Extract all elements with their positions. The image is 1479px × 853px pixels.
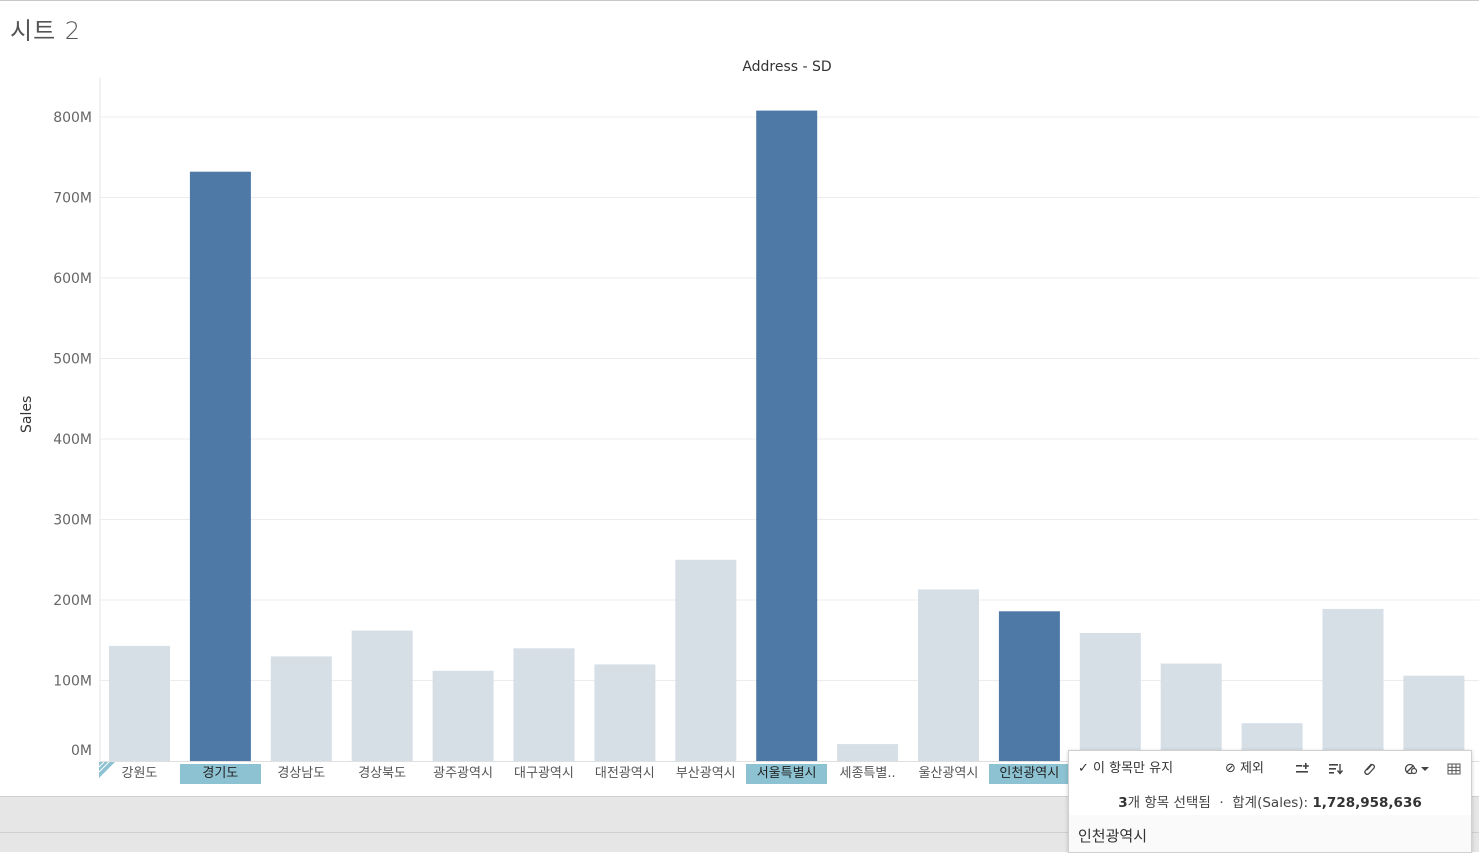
- x-tick-label[interactable]: 서울특별시: [746, 764, 828, 784]
- bar[interactable]: [1322, 608, 1384, 761]
- y-tick-label: 300M: [53, 513, 92, 529]
- bar[interactable]: [109, 645, 170, 761]
- bar[interactable]: [513, 648, 575, 761]
- bar[interactable]: [1160, 663, 1222, 761]
- tooltip-footer: [1069, 815, 1471, 852]
- selection-corner-icon: [99, 762, 115, 778]
- sort-icon[interactable]: [1327, 761, 1345, 777]
- dropdown-caret-icon[interactable]: [1420, 761, 1430, 777]
- column-header-title: Address - SD: [742, 59, 832, 75]
- bar[interactable]: [756, 110, 818, 762]
- sum-label: 합계(Sales):: [1232, 795, 1309, 811]
- view-data-icon[interactable]: [1445, 761, 1463, 777]
- bar[interactable]: [594, 664, 656, 761]
- y-tick-label: 600M: [53, 271, 92, 287]
- bar[interactable]: [918, 589, 979, 762]
- x-tick-label[interactable]: 광주광역시: [433, 766, 493, 781]
- x-tick-label[interactable]: 세종특별..: [839, 766, 896, 781]
- y-tick-label: 200M: [53, 593, 92, 609]
- bar[interactable]: [432, 670, 494, 761]
- summary-separator: ·: [1219, 795, 1224, 811]
- bar[interactable]: [837, 744, 899, 761]
- bar[interactable]: [351, 630, 413, 761]
- x-tick-label[interactable]: 경기도: [179, 764, 261, 784]
- x-tick-label[interactable]: 강원도: [121, 766, 158, 781]
- selection-count-suffix: 개 항목 선택됨: [1127, 795, 1211, 811]
- selection-count: 3: [1118, 795, 1128, 811]
- sheet-title: 시트 2: [10, 17, 82, 45]
- x-tick-label[interactable]: 울산광역시: [918, 766, 979, 781]
- x-tick-label[interactable]: 경상북도: [358, 766, 407, 781]
- set-icon[interactable]: [1403, 761, 1421, 777]
- status-divider: [0, 832, 1479, 833]
- sum-value: 1,728,958,636: [1312, 795, 1422, 811]
- tooltip-member-label: 인천광역시: [1078, 827, 1148, 845]
- x-tick-label[interactable]: 인천광역시: [988, 764, 1070, 784]
- keep-only-button[interactable]: ✓ 이 항목만 유지: [1078, 761, 1174, 776]
- bar[interactable]: [998, 611, 1060, 761]
- top-border: [0, 0, 1479, 1]
- selection-tooltip: ✓ 이 항목만 유지 ⊘ 제외: [1068, 750, 1472, 853]
- x-tick-label[interactable]: 경상남도: [277, 766, 326, 781]
- y-tick-label: 100M: [53, 674, 92, 690]
- tooltip-toolbar: ✓ 이 항목만 유지 ⊘ 제외: [1069, 751, 1471, 787]
- y-tick-label: 800M: [53, 110, 92, 126]
- bar[interactable]: [1403, 675, 1465, 761]
- x-tick-label[interactable]: 대전광역시: [594, 766, 655, 781]
- group-members-icon[interactable]: [1293, 761, 1311, 777]
- y-tick-label: 400M: [53, 432, 92, 448]
- exclude-button[interactable]: ⊘ 제외: [1225, 761, 1264, 776]
- paperclip-icon[interactable]: [1360, 761, 1378, 777]
- y-tick-label: 700M: [53, 191, 92, 207]
- y-tick-label: 500M: [53, 352, 92, 368]
- selection-summary: 3개 항목 선택됨 · 합계(Sales): 1,728,958,636: [1069, 791, 1471, 811]
- y-tick-label: 0M: [71, 743, 92, 759]
- bar[interactable]: [189, 171, 251, 761]
- bar[interactable]: [270, 656, 332, 761]
- bar[interactable]: [675, 559, 737, 762]
- x-tick-label[interactable]: 부산광역시: [675, 766, 736, 781]
- bar[interactable]: [1079, 633, 1141, 761]
- x-tick-label[interactable]: 대구광역시: [514, 766, 574, 781]
